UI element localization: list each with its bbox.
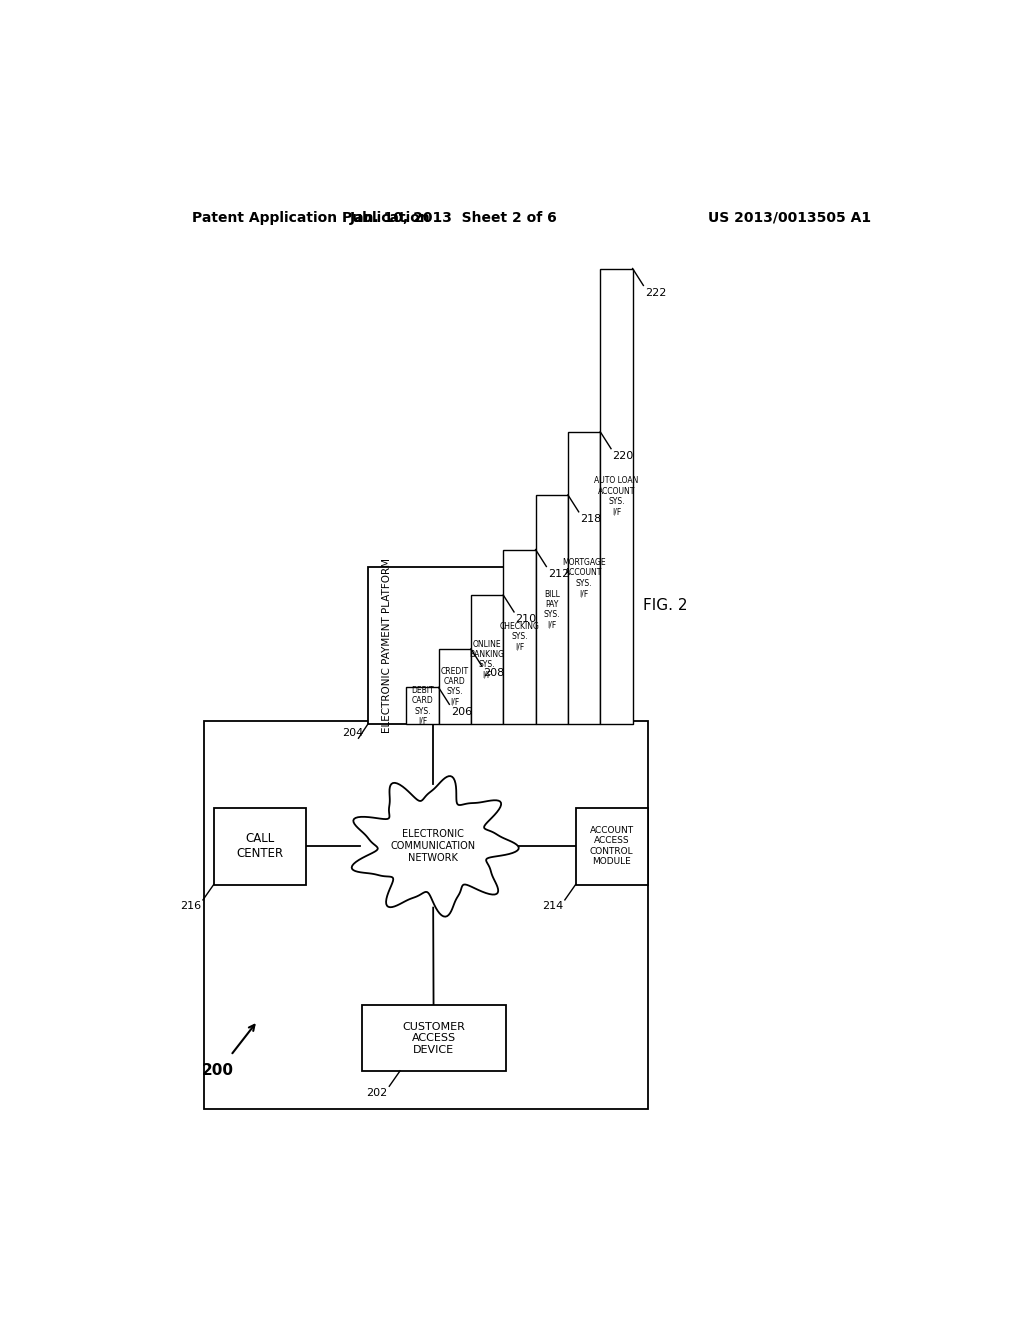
Text: CUSTOMER
ACCESS
DEVICE: CUSTOMER ACCESS DEVICE (402, 1022, 465, 1055)
Text: 204: 204 (343, 729, 364, 738)
Text: CREDIT
CARD
SYS.
I/F: CREDIT CARD SYS. I/F (440, 667, 469, 706)
Text: ELECTRONIC PAYMENT PLATFORM: ELECTRONIC PAYMENT PLATFORM (382, 558, 392, 733)
Bar (438, 649, 471, 725)
Bar (361, 1006, 506, 1071)
Text: 208: 208 (483, 668, 505, 678)
Text: 212: 212 (548, 569, 569, 578)
Bar (471, 595, 503, 725)
Text: 200: 200 (202, 1064, 234, 1078)
Text: Patent Application Publication: Patent Application Publication (193, 211, 430, 224)
Text: AUTO LOAN
ACCOUNT
SYS.
I/F: AUTO LOAN ACCOUNT SYS. I/F (594, 477, 639, 516)
Text: FIG. 2: FIG. 2 (643, 598, 687, 612)
Text: ELECTRONIC
COMMUNICATION
NETWORK: ELECTRONIC COMMUNICATION NETWORK (390, 829, 476, 862)
Bar (407, 688, 438, 725)
Text: 206: 206 (451, 706, 472, 717)
Text: US 2013/0013505 A1: US 2013/0013505 A1 (708, 211, 871, 224)
Bar (503, 549, 536, 725)
Text: ONLINE
BANKING
SYS.
I/F: ONLINE BANKING SYS. I/F (470, 640, 505, 680)
Text: 216: 216 (180, 902, 202, 911)
Text: 222: 222 (645, 288, 667, 298)
Text: DEBIT
CARD
SYS.
I/F: DEBIT CARD SYS. I/F (411, 686, 434, 726)
Text: MORTGAGE
ACCOUNT
SYS.
I/F: MORTGAGE ACCOUNT SYS. I/F (562, 558, 606, 598)
Text: ACCOUNT
ACCESS
CONTROL
MODULE: ACCOUNT ACCESS CONTROL MODULE (590, 826, 634, 866)
Bar (368, 566, 633, 725)
Bar (575, 808, 648, 884)
Text: 220: 220 (612, 451, 634, 461)
Text: 218: 218 (581, 515, 601, 524)
Bar (600, 268, 633, 725)
Text: 202: 202 (366, 1088, 387, 1098)
Text: BILL
PAY
SYS.
I/F: BILL PAY SYS. I/F (544, 590, 560, 630)
Bar (204, 721, 648, 1109)
Text: Jan. 10, 2013  Sheet 2 of 6: Jan. 10, 2013 Sheet 2 of 6 (350, 211, 558, 224)
Text: 214: 214 (542, 902, 563, 911)
Polygon shape (351, 776, 519, 916)
Text: CHECKING
SYS.
I/F: CHECKING SYS. I/F (500, 622, 540, 652)
Text: 210: 210 (515, 614, 537, 624)
Text: CALL
CENTER: CALL CENTER (237, 832, 284, 861)
Bar (536, 495, 568, 725)
Bar (214, 808, 306, 884)
Bar (568, 432, 600, 725)
